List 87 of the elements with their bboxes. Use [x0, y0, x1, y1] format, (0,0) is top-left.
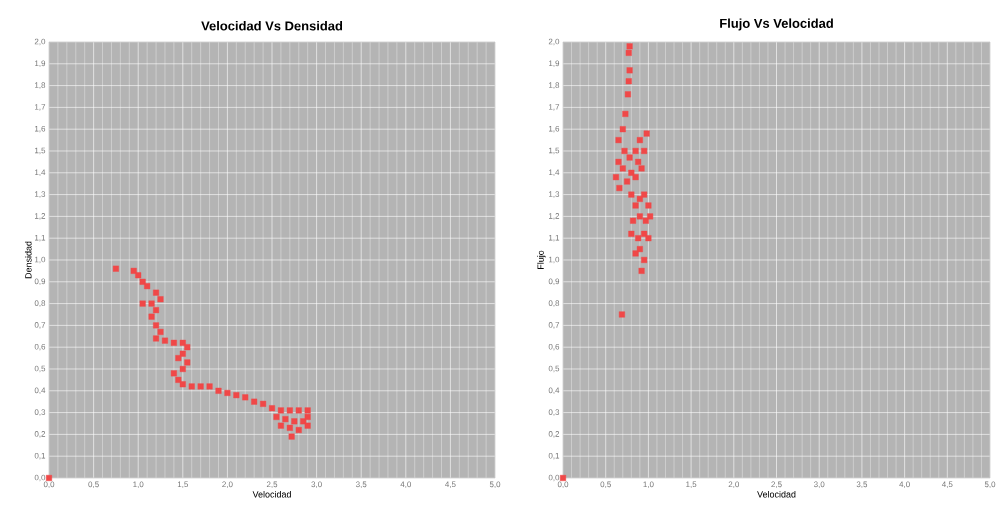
point — [46, 474, 53, 481]
point — [260, 400, 267, 407]
point — [224, 389, 231, 396]
point — [622, 110, 629, 117]
point — [618, 311, 625, 318]
point — [135, 272, 142, 279]
point — [635, 158, 642, 165]
point — [304, 422, 311, 429]
point — [215, 387, 222, 394]
point — [153, 322, 160, 329]
point — [641, 147, 648, 154]
point — [615, 158, 622, 165]
point — [295, 427, 302, 434]
point — [175, 355, 182, 362]
point — [148, 313, 155, 320]
point — [273, 413, 280, 420]
point — [625, 78, 632, 85]
point — [619, 126, 626, 133]
x-axis-title: Velocidad — [252, 490, 291, 498]
chart-title: Flujo Vs Velocidad — [720, 18, 833, 31]
point — [184, 359, 191, 366]
point — [635, 235, 642, 242]
point — [632, 250, 639, 257]
point — [153, 289, 160, 296]
point — [632, 174, 639, 181]
point — [188, 383, 195, 390]
point — [269, 405, 276, 412]
point — [636, 213, 643, 220]
point — [304, 413, 311, 420]
point — [112, 265, 119, 272]
y-axis-title: Flujo — [537, 250, 546, 269]
point — [560, 474, 567, 481]
point — [286, 407, 293, 414]
point — [645, 202, 652, 209]
point — [197, 383, 204, 390]
point — [643, 130, 650, 137]
point — [626, 154, 633, 161]
point — [621, 147, 628, 154]
point — [291, 418, 298, 425]
point — [645, 235, 652, 242]
point — [636, 137, 643, 144]
point — [628, 191, 635, 198]
point — [626, 43, 633, 50]
point — [625, 49, 632, 56]
point — [628, 230, 635, 237]
point — [153, 335, 160, 342]
point — [282, 416, 289, 423]
point — [179, 365, 186, 372]
point — [641, 256, 648, 263]
point — [616, 185, 623, 192]
point — [641, 191, 648, 198]
point — [139, 300, 146, 307]
point — [626, 67, 633, 74]
point — [148, 300, 155, 307]
point — [184, 344, 191, 351]
y-axis-title: Densidad — [24, 241, 32, 279]
point — [638, 165, 645, 172]
point — [277, 407, 284, 414]
point — [624, 178, 631, 185]
point — [630, 217, 637, 224]
point — [288, 433, 295, 440]
point — [157, 328, 164, 335]
point — [624, 91, 631, 98]
point — [619, 165, 626, 172]
point — [144, 283, 151, 290]
point — [638, 267, 645, 274]
point — [157, 296, 164, 303]
point — [612, 174, 619, 181]
point — [179, 381, 186, 388]
point — [304, 407, 311, 414]
chart-title: Velocidad Vs Densidad — [201, 20, 343, 31]
point — [170, 339, 177, 346]
point — [632, 147, 639, 154]
x-axis-title: Velocidad — [757, 490, 796, 498]
point — [233, 392, 240, 399]
point — [251, 398, 258, 405]
point — [286, 424, 293, 431]
point — [615, 137, 622, 144]
point — [277, 422, 284, 429]
point — [170, 370, 177, 377]
point — [206, 383, 213, 390]
point — [153, 307, 160, 314]
point — [242, 394, 249, 401]
point — [632, 202, 639, 209]
point — [642, 217, 649, 224]
point — [295, 407, 302, 414]
point — [161, 337, 168, 344]
